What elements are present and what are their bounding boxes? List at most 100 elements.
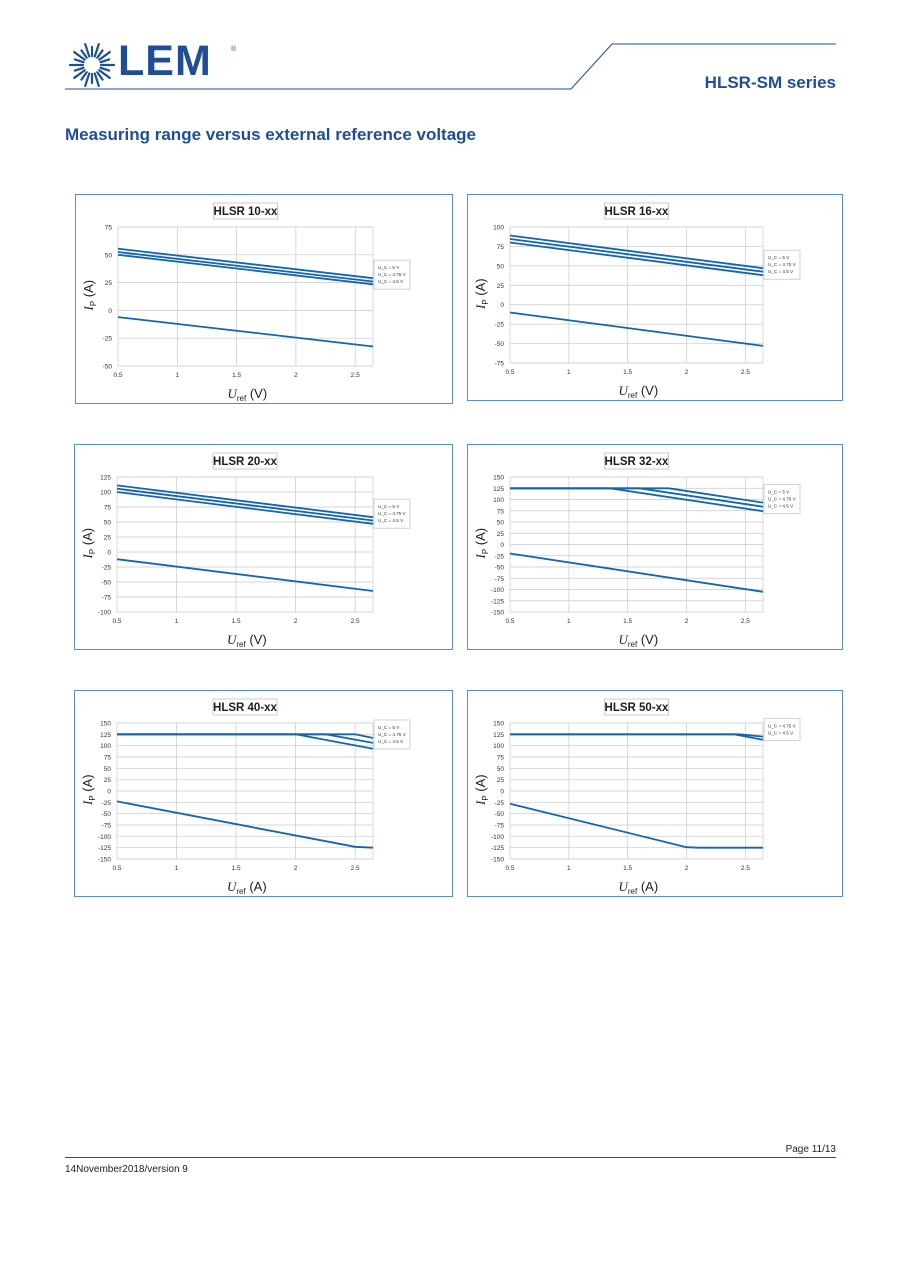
y-tick-label: -100 <box>98 834 111 841</box>
sunburst-ray <box>73 69 86 80</box>
y-tick-label: 100 <box>493 497 504 504</box>
x-axis-unit: (V) <box>637 383 658 398</box>
y-tick-label: 50 <box>497 520 505 527</box>
x-axis-subscript: ref <box>237 394 247 403</box>
chart-title-box: HLSR 50-xx <box>604 698 670 716</box>
y-tick-label: -50 <box>102 580 112 587</box>
y-tick-label: 0 <box>500 302 504 309</box>
y-tick-label: -25 <box>495 553 505 560</box>
sunburst-ray <box>84 72 91 88</box>
x-tick-label: 2.5 <box>741 369 750 376</box>
x-tick-label: 2.5 <box>741 865 750 872</box>
x-axis-symbol: U <box>619 383 630 398</box>
chart-title-box: HLSR 16-xx <box>604 202 669 220</box>
y-tick-label: 0 <box>108 308 112 315</box>
y-tick-label: 50 <box>497 263 505 270</box>
y-tick-label: 0 <box>107 789 111 796</box>
x-axis-label: Uref (A) <box>227 879 267 896</box>
series-line-1 <box>509 234 764 270</box>
y-axis-symbol: I <box>80 554 95 560</box>
x-tick-label: 2.5 <box>351 865 360 872</box>
chart-title-box: HLSR 20-xx <box>212 452 278 470</box>
y-axis-label: IP (A) <box>80 774 97 806</box>
x-tick-label: 2.5 <box>351 372 360 379</box>
y-tick-label: -25 <box>102 565 112 572</box>
y-tick-label: -100 <box>491 587 504 594</box>
x-tick-label: 1 <box>567 369 571 376</box>
y-axis-label: IP (A) <box>81 280 98 312</box>
x-axis-unit: (A) <box>637 879 658 894</box>
legend-entry: U_C = 4.5 V <box>768 504 794 509</box>
chart-title: HLSR 20-xx <box>213 456 278 468</box>
chart-frame <box>467 444 843 650</box>
chart-svg: HLSR 50-xx 150 125 100 75 50 25 0 -25 -50 -75 -100 -… <box>467 690 843 897</box>
y-tick-label: 100 <box>493 225 504 232</box>
y-axis-unit: (A) <box>80 774 95 795</box>
chart-title-box: HLSR 32-xx <box>604 452 669 470</box>
y-axis-subscript: P <box>481 299 490 304</box>
x-axis-label: Uref (V) <box>619 383 659 400</box>
series-line-1 <box>116 484 374 519</box>
x-axis-symbol: U <box>619 879 630 894</box>
y-tick-label: 100 <box>100 743 111 750</box>
logo-registered-mark: ® <box>231 46 237 53</box>
sunburst-ray <box>99 66 111 72</box>
y-tick-label: 50 <box>497 766 505 773</box>
sunburst-ray <box>99 58 111 64</box>
y-axis-unit: (A) <box>81 280 96 301</box>
x-tick-label: 0.5 <box>112 618 121 625</box>
x-axis-label: Uref (V) <box>227 632 267 649</box>
y-tick-label: 25 <box>105 280 113 287</box>
y-tick-label: 150 <box>493 475 504 482</box>
chart-title-box: HLSR 40-xx <box>212 698 278 716</box>
series-line-2 <box>510 733 764 741</box>
x-tick-label: 0.5 <box>113 372 122 379</box>
y-tick-label: 25 <box>497 283 505 290</box>
y-axis-subscript: P <box>88 795 97 800</box>
y-axis-subscript: P <box>481 549 490 554</box>
y-tick-label: 75 <box>497 244 505 251</box>
y-axis-subscript: P <box>89 301 98 306</box>
x-tick-label: 1 <box>175 372 179 379</box>
legend-entry: U_C = 4.5 V <box>378 739 404 744</box>
series-line-4 <box>116 558 374 592</box>
chart-title-frame <box>212 452 278 470</box>
x-axis-label: Uref (V) <box>619 632 659 649</box>
y-tick-label: 150 <box>493 721 504 728</box>
x-axis-symbol: U <box>228 386 239 401</box>
series-line-2 <box>117 251 374 283</box>
y-tick-label: 75 <box>497 755 505 762</box>
series-line-3 <box>117 253 374 286</box>
y-tick-label: -125 <box>491 598 504 605</box>
page-header: LEM ® HLSR-SM series <box>0 0 900 100</box>
chart-hlsr-20: HLSR 20-xx 125 100 75 50 25 0 -25 -50 -75 -100 0.5 1… <box>74 444 453 650</box>
chart-svg: HLSR 32-xx 150 125 100 75 50 25 0 -25 -50 -75 -100 -… <box>467 444 843 650</box>
x-axis-subscript: ref <box>236 640 246 649</box>
y-tick-label: 50 <box>105 252 113 259</box>
x-axis-symbol: U <box>619 632 630 647</box>
legend-entry: U_C = 5 V <box>378 504 400 509</box>
y-axis-symbol: I <box>473 304 488 310</box>
y-tick-label: 0 <box>500 789 504 796</box>
x-tick-label: 2 <box>294 372 298 379</box>
x-tick-label: 0.5 <box>505 369 514 376</box>
y-axis-subscript: P <box>88 549 97 554</box>
x-axis-label: Uref (V) <box>228 386 268 403</box>
chart-title: HLSR 50-xx <box>605 702 670 714</box>
x-tick-label: 2 <box>685 618 689 625</box>
y-tick-label: -75 <box>102 595 112 602</box>
legend-entry: U_C = 4.75 V <box>768 262 797 267</box>
x-tick-label: 1 <box>567 865 571 872</box>
x-tick-label: 1 <box>175 618 179 625</box>
y-axis-subscript: P <box>481 795 490 800</box>
series-line-4 <box>116 800 374 849</box>
y-tick-label: -125 <box>491 845 504 852</box>
y-axis-unit: (A) <box>473 774 488 795</box>
legend-frame <box>373 719 411 750</box>
legend-entry: U_C = 4.75 V <box>378 272 407 277</box>
series-line-2 <box>116 487 374 522</box>
logo-wordmark: LEM <box>118 37 212 85</box>
y-axis-symbol: I <box>80 800 95 806</box>
y-axis-symbol: I <box>473 554 488 560</box>
legend-entry: U_C = 4.5 V <box>378 279 404 284</box>
